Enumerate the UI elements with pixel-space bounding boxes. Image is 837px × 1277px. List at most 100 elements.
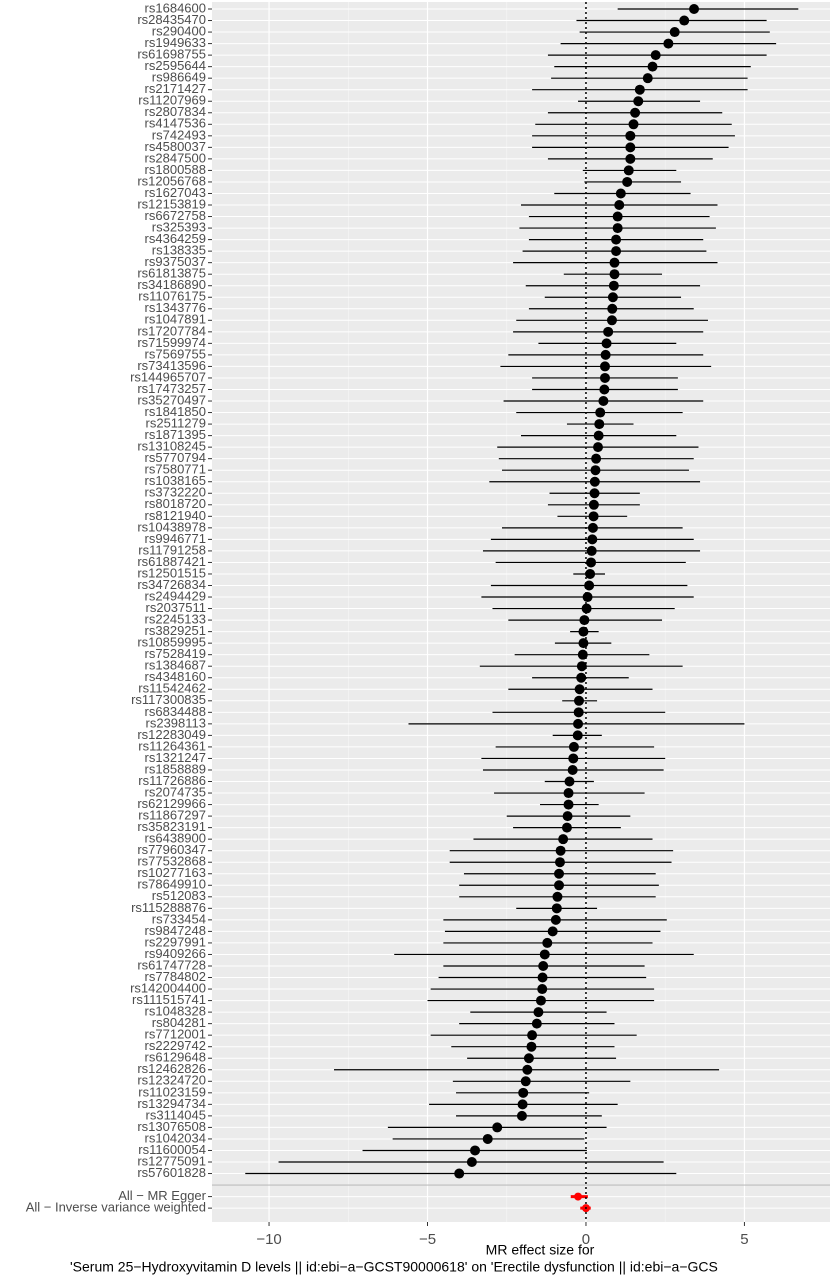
point — [589, 488, 600, 499]
point — [642, 73, 653, 84]
point — [615, 188, 626, 199]
point — [607, 303, 618, 314]
point — [609, 269, 620, 280]
y-tick-label: rs2398113 — [146, 715, 206, 730]
point — [547, 926, 558, 937]
y-tick-label: rs986649 — [152, 70, 206, 85]
point — [603, 326, 614, 337]
point — [562, 811, 573, 822]
y-tick-label: rs2807834 — [145, 104, 206, 119]
y-tick-label: rs7528419 — [145, 646, 206, 661]
point — [537, 984, 548, 995]
y-tick-label: rs11600054 — [138, 1142, 206, 1157]
y-tick-label: rs61813875 — [137, 266, 206, 281]
point — [578, 638, 589, 649]
point — [600, 349, 611, 360]
point — [523, 1053, 534, 1064]
y-tick-label: rs2074735 — [145, 784, 206, 799]
point — [647, 61, 658, 72]
y-tick-label: rs10438978 — [137, 519, 206, 534]
point — [564, 776, 575, 787]
point — [633, 96, 644, 107]
y-tick-label: rs6129648 — [145, 1050, 206, 1065]
x-tick-label: −10 — [256, 1231, 281, 1248]
point — [625, 142, 636, 153]
point — [625, 130, 636, 141]
y-tick-label: rs35823191 — [137, 819, 206, 834]
y-tick-label: rs12153819 — [137, 196, 206, 211]
y-tick-label: rs9946771 — [145, 531, 206, 546]
y-tick-label: rs1858889 — [145, 761, 206, 776]
y-tick-label: rs11726886 — [138, 773, 206, 788]
y-tick-label: rs13108245 — [137, 439, 206, 454]
y-tick-label: rs2171427 — [145, 81, 206, 96]
point — [612, 223, 623, 234]
point — [454, 1168, 465, 1179]
y-tick-label: rs6834488 — [145, 704, 206, 719]
y-tick-label: rs8018720 — [145, 496, 206, 511]
point — [574, 684, 585, 695]
point — [607, 292, 618, 303]
y-tick-label: rs11264361 — [138, 738, 206, 753]
y-tick-label: rs1384687 — [145, 658, 206, 673]
point — [599, 372, 610, 383]
y-tick-label: rs7712001 — [145, 1027, 206, 1042]
y-tick-label: rs1321247 — [145, 750, 206, 765]
point — [574, 1192, 583, 1201]
point — [573, 718, 584, 729]
y-tick-label: rs57601828 — [137, 1165, 206, 1180]
x-tick-label: 0 — [582, 1231, 590, 1248]
point — [594, 419, 605, 430]
y-tick-label: All − Inverse variance weighted — [26, 1200, 206, 1215]
y-tick-label: rs2037511 — [146, 600, 206, 615]
point — [586, 557, 597, 568]
y-tick-label: rs12283049 — [137, 727, 206, 742]
point — [595, 407, 606, 418]
point — [588, 499, 599, 510]
y-tick-label: rs6672758 — [145, 208, 206, 223]
point — [535, 995, 546, 1006]
point — [588, 511, 599, 522]
y-tick-label: rs12462826 — [137, 1061, 206, 1076]
y-tick-label: rs2245133 — [145, 612, 206, 627]
y-tick-label: rs8121940 — [145, 508, 206, 523]
point — [520, 1076, 531, 1087]
y-tick-label: rs117300835 — [131, 692, 206, 707]
y-tick-label: rs115288876 — [131, 900, 206, 915]
point — [578, 626, 589, 637]
y-tick-label: rs62129966 — [137, 796, 206, 811]
point — [531, 1018, 542, 1029]
y-tick-label: rs2229742 — [145, 1038, 206, 1053]
point — [517, 1099, 528, 1110]
y-tick-label: rs3114045 — [146, 1107, 206, 1122]
point — [587, 534, 598, 545]
point — [482, 1133, 493, 1144]
point — [579, 615, 590, 626]
y-tick-label: rs13294734 — [137, 1096, 206, 1111]
point — [622, 176, 633, 187]
x-tick-label: 5 — [740, 1231, 748, 1248]
y-tick-label: rs742493 — [152, 127, 206, 142]
y-tick-label: rs1841850 — [145, 404, 206, 419]
y-tick-label: rs804281 — [152, 1015, 206, 1030]
point — [538, 960, 549, 971]
point — [623, 165, 634, 176]
y-tick-label: rs12501515 — [137, 565, 206, 580]
y-tick-label: rs111515741 — [132, 992, 206, 1007]
point — [552, 891, 563, 902]
y-tick-label: rs325393 — [152, 220, 206, 235]
point — [614, 200, 625, 211]
y-tick-label: rs7784802 — [145, 969, 206, 984]
y-tick-label: rs2595644 — [145, 58, 206, 73]
y-tick-label: rs3829251 — [145, 623, 206, 638]
point — [576, 672, 587, 683]
y-tick-label: rs1871395 — [145, 427, 206, 442]
y-tick-label: rs10859995 — [137, 635, 206, 650]
point — [590, 465, 601, 476]
y-tick-label: All − MR Egger — [118, 1188, 206, 1203]
y-tick-label: rs34186890 — [137, 277, 206, 292]
y-tick-label: rs1627043 — [145, 185, 206, 200]
y-tick-label: rs10277163 — [137, 865, 206, 880]
y-tick-label: rs9375037 — [145, 254, 206, 269]
